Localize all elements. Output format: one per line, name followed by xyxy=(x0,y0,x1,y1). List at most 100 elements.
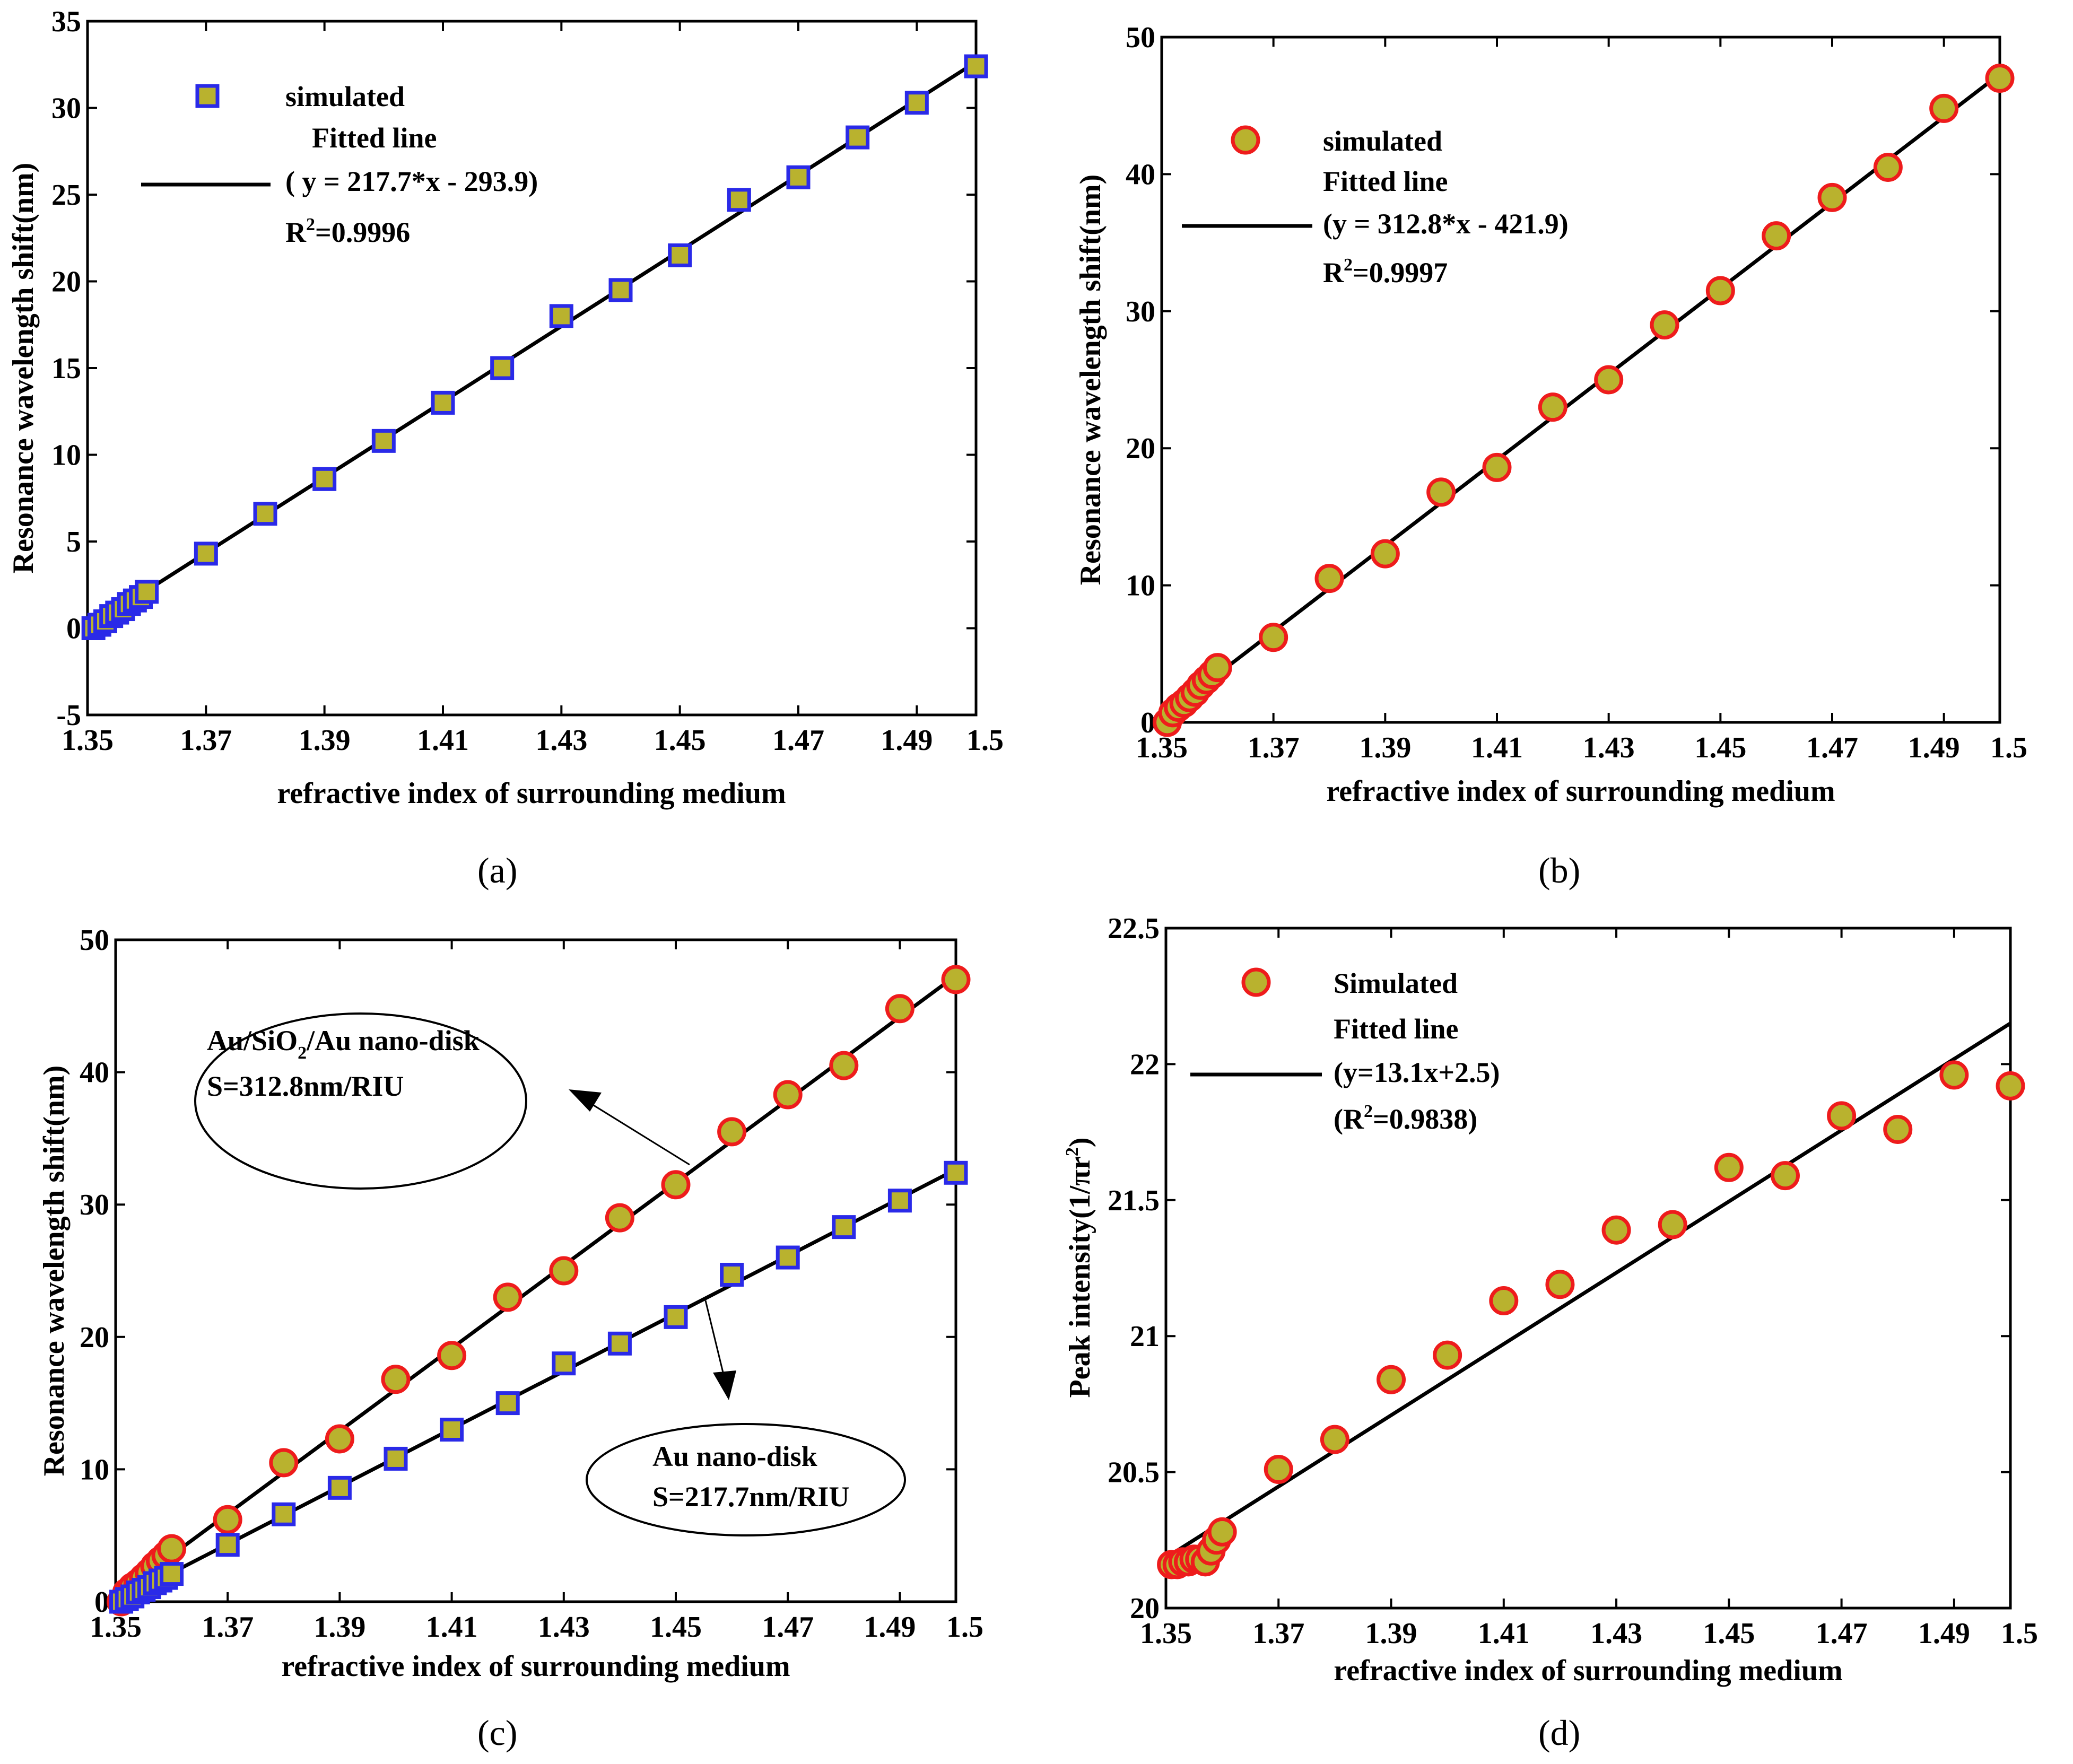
chart-c-point xyxy=(495,1391,520,1416)
chart-a-ytick-label: 10 xyxy=(51,439,81,472)
chart-c-point xyxy=(607,1331,632,1356)
panel-d: 20 20.5 21 21.5 22 22.5 1.35 1.37 1.39 1.41 1.43 1… xyxy=(1036,902,2073,1764)
chart-a-fit-group xyxy=(92,60,977,626)
chart-d-ytick-label: 22.5 xyxy=(1108,912,1160,945)
chart-c-frame xyxy=(114,938,957,1603)
chart-a-points-group xyxy=(81,54,988,640)
chart-c-point xyxy=(776,1245,800,1270)
chart-c-point xyxy=(885,994,914,1024)
chart-d-xtick-label: 1.35 xyxy=(1140,1617,1192,1650)
chart-c-point xyxy=(272,1502,296,1526)
chart-b-caption: (b) xyxy=(1538,850,1581,890)
chart-a-ytick-label: 35 xyxy=(51,5,81,38)
chart-d-point xyxy=(1207,1517,1237,1547)
chart-b-xtick-label: 1.49 xyxy=(1908,731,1960,764)
chart-d-legend: Simulated Fitted line (y=13.1x+2.5) (R2=… xyxy=(1190,967,1500,1135)
chart-c-point xyxy=(605,1203,634,1233)
chart-c-fit-group xyxy=(120,974,957,1601)
chart-d-legend-marker xyxy=(1241,967,1271,997)
chart-a-frame xyxy=(86,20,978,717)
chart-d-frame xyxy=(1164,927,2012,1610)
chart-c-ytick-label: 40 xyxy=(80,1056,109,1089)
chart-a-legend-marker xyxy=(195,84,220,108)
chart-d-xtick-label: 1.45 xyxy=(1703,1617,1755,1650)
panel-b: 0 10 20 30 40 50 1.35 1.37 1.39 1.41 1.43 1.45 1.47… xyxy=(1036,0,2073,902)
chart-d-xtick-label: 1.43 xyxy=(1590,1617,1642,1650)
chart-d-xlabel: refractive index of surrounding medium xyxy=(1334,1654,1842,1687)
chart-b-fit-group xyxy=(1166,72,2001,714)
chart-d-ylabel: Peak intensity(1/πr2) xyxy=(1062,1138,1096,1398)
chart-c-label-top-sensitivity: S=312.8nm/RIU xyxy=(207,1070,404,1102)
chart-d-xtick-label: 1.5 xyxy=(2001,1617,2038,1650)
chart-c-xtick-label: 1.5 xyxy=(946,1611,983,1644)
chart-d-xtick-label: 1.49 xyxy=(1918,1617,1970,1650)
chart-b-legend: simulated Fitted line (y = 312.8*x - 421… xyxy=(1182,125,1569,289)
chart-c-fit-line xyxy=(120,974,957,1594)
chart-a-legend: simulated Fitted line ( y = 217.7*x - 29… xyxy=(141,81,538,248)
chart-a-xtick-label: 1.37 xyxy=(180,724,232,757)
chart-a-xtick-label: 1.45 xyxy=(654,724,706,757)
chart-a-legend-r2: R2=0.9996 xyxy=(285,215,410,248)
chart-d-ytick-label: 20 xyxy=(1130,1592,1160,1625)
chart-b-point xyxy=(1985,64,2015,93)
chart-b-point xyxy=(1426,477,1456,507)
chart-b-xlabel: refractive index of surrounding medium xyxy=(1326,775,1835,808)
chart-a-ytick-label: 20 xyxy=(51,266,81,299)
chart-d-point xyxy=(1377,1365,1406,1394)
chart-d-caption: (d) xyxy=(1538,1713,1581,1753)
chart-b-legend-r2: R2=0.9997 xyxy=(1323,255,1448,289)
chart-d-xtick-label: 1.41 xyxy=(1478,1617,1530,1650)
chart-d-point xyxy=(1601,1215,1631,1245)
chart-a-svg: -5 0 5 10 15 20 25 30 35 1.35 1.37 1.39 1.41 1.43 1.4… xyxy=(7,5,1004,810)
chart-c-xtick-label: 1.41 xyxy=(426,1611,478,1644)
chart-a-point xyxy=(549,304,573,328)
chart-c-point xyxy=(215,1533,240,1557)
chart-c-arrow-bottom xyxy=(704,1300,726,1379)
chart-a-ylabel: Resonance wavelength shift(nm) xyxy=(7,163,40,574)
chart-c-point xyxy=(269,1448,299,1478)
chart-c-point xyxy=(829,1051,859,1080)
chart-a-xtick-label: 1.41 xyxy=(417,724,469,757)
chart-a-fit-line xyxy=(92,60,977,626)
chart-c-label-bottom-name: Au nano-disk xyxy=(652,1440,817,1472)
chart-b-xtick-label: 1.43 xyxy=(1583,731,1635,764)
chart-d-points-group xyxy=(1157,1060,2025,1579)
chart-a-legend-fitted: Fitted line xyxy=(312,122,437,154)
chart-b-point xyxy=(1594,365,1624,395)
chart-a-xtick-label: 1.47 xyxy=(772,724,824,757)
chart-a-xtick-label: 1.35 xyxy=(62,724,114,757)
chart-d-yticks: 20 20.5 21 21.5 22 22.5 xyxy=(1108,912,2010,1625)
chart-c-point xyxy=(440,1418,464,1442)
chart-d-point xyxy=(1996,1071,2025,1101)
chart-c-arrowhead-top xyxy=(569,1089,602,1112)
chart-b-ylabel: Resonance wavelength shift(nm) xyxy=(1074,174,1107,586)
chart-b-point xyxy=(1314,564,1344,593)
chart-d-point xyxy=(1320,1425,1349,1454)
chart-c-arrowhead-bottom xyxy=(713,1370,736,1400)
chart-b-xtick-label: 1.45 xyxy=(1694,731,1746,764)
chart-c-xtick-label: 1.37 xyxy=(202,1611,254,1644)
chart-a-ytick-label: 5 xyxy=(66,526,81,558)
chart-d-xtick-label: 1.37 xyxy=(1252,1617,1304,1650)
chart-d-xtick-label: 1.47 xyxy=(1816,1617,1868,1650)
chart-d-ytick-label: 22 xyxy=(1130,1048,1160,1081)
chart-a-point xyxy=(253,502,277,526)
chart-c-fit-line xyxy=(120,1167,957,1601)
chart-a-point xyxy=(608,278,633,302)
chart-c-points-group xyxy=(107,965,971,1617)
chart-a-ytick-label: -5 xyxy=(56,699,81,732)
chart-c-point xyxy=(327,1475,352,1500)
chart-b-point xyxy=(1650,310,1679,340)
chart-a-ytick-label: 15 xyxy=(51,352,81,385)
chart-b-point xyxy=(1762,221,1791,251)
chart-b-legend-simulated: simulated xyxy=(1323,125,1442,157)
chart-b-xtick-label: 1.47 xyxy=(1806,731,1858,764)
chart-c-point xyxy=(664,1305,688,1329)
chart-a-legend-simulated: simulated xyxy=(285,81,405,112)
chart-a-xtick-label: 1.43 xyxy=(535,724,587,757)
panel-a: -5 0 5 10 15 20 25 30 35 1.35 1.37 1.39 1.41 1.43 1.4… xyxy=(0,0,1036,902)
chart-a-caption: (a) xyxy=(477,850,518,890)
chart-d-xticks: 1.35 1.37 1.39 1.41 1.43 1.45 1.47 1.49 1.5 xyxy=(1140,928,2038,1650)
